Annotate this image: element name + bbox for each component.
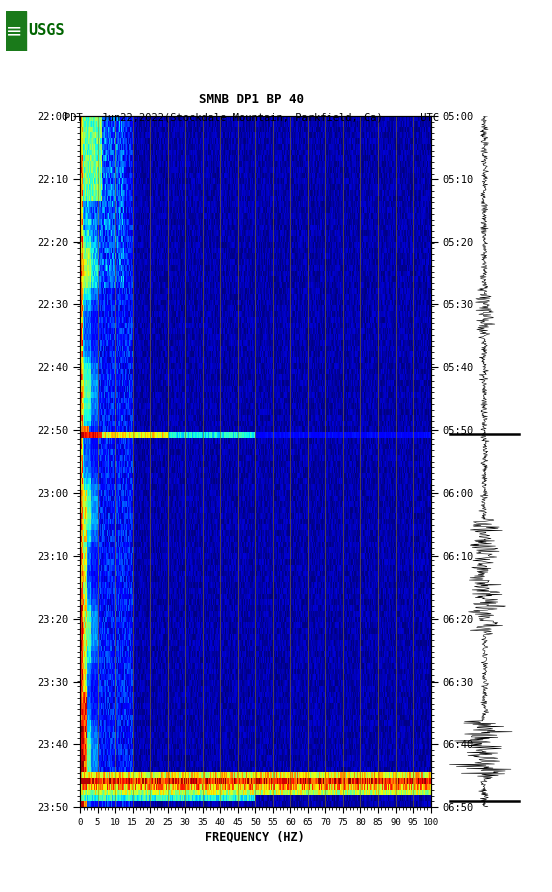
Text: ≡: ≡	[6, 21, 22, 40]
Text: USGS: USGS	[29, 23, 65, 38]
Text: PDT   Jun22,2022(Stockdale Mountain, Parkfield, Ca)      UTC: PDT Jun22,2022(Stockdale Mountain, Parkf…	[63, 112, 439, 123]
Bar	[6, 11, 26, 51]
X-axis label: FREQUENCY (HZ): FREQUENCY (HZ)	[205, 830, 305, 844]
Text: SMNB DP1 BP 40: SMNB DP1 BP 40	[199, 94, 304, 106]
